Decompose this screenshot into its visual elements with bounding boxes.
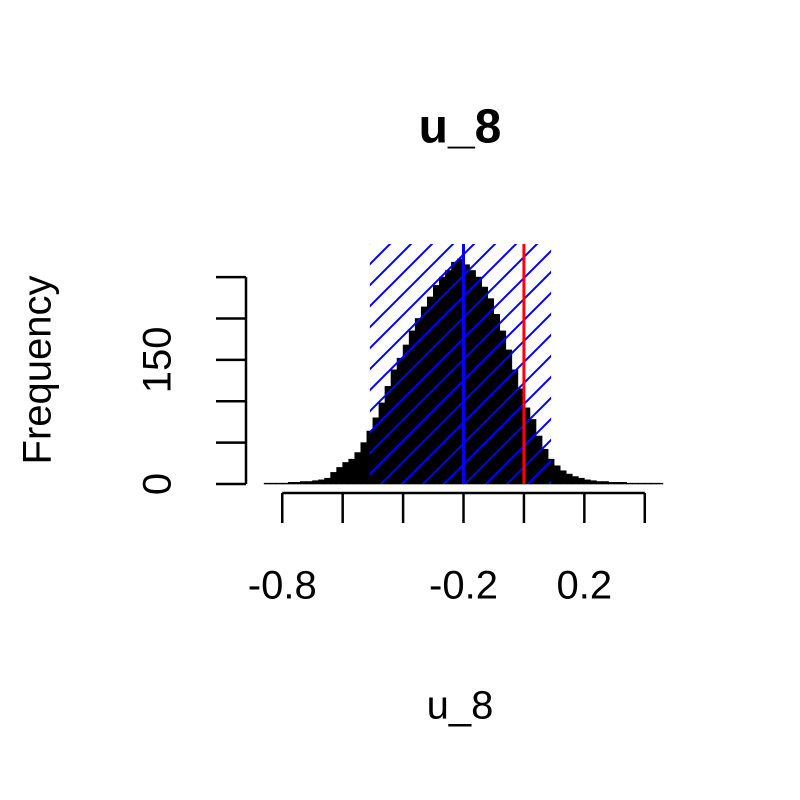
bar (578, 477, 585, 485)
bar (354, 452, 362, 485)
y-axis-label: Frequency (16, 276, 60, 465)
bar (620, 482, 627, 485)
bar (638, 482, 646, 485)
bar (596, 481, 603, 485)
bar (263, 482, 271, 485)
chart-title: u_8 (419, 101, 502, 154)
bar (632, 482, 640, 485)
y-tick-label: 150 (136, 326, 180, 393)
bar (269, 482, 277, 485)
bar (644, 482, 652, 485)
bar (336, 467, 343, 485)
bar (584, 479, 591, 485)
bar (294, 482, 301, 485)
x-tick-label: 0.2 (557, 564, 613, 608)
bar (330, 472, 337, 485)
bar (275, 482, 283, 485)
bar (553, 465, 561, 485)
bar (312, 480, 319, 485)
bar (650, 482, 658, 485)
y-tick-label: 0 (136, 473, 180, 495)
bar (571, 476, 579, 485)
bar (608, 482, 615, 485)
interval-band (369, 244, 552, 484)
x-tick-label: -0.2 (429, 564, 498, 608)
bar (348, 458, 356, 485)
bar (590, 480, 597, 485)
bar (559, 470, 567, 485)
bar (342, 462, 350, 485)
bar (626, 482, 633, 485)
bar (602, 481, 609, 485)
bar (565, 473, 573, 485)
bar (306, 481, 313, 485)
bar (656, 482, 664, 485)
x-axis-label: u_8 (427, 684, 494, 728)
bar (324, 477, 331, 485)
bar (281, 482, 289, 485)
bar (318, 479, 325, 485)
bar (287, 482, 295, 485)
bar (614, 482, 621, 485)
bar (360, 442, 368, 485)
x-tick-label: -0.8 (248, 564, 317, 608)
bar (300, 481, 307, 485)
